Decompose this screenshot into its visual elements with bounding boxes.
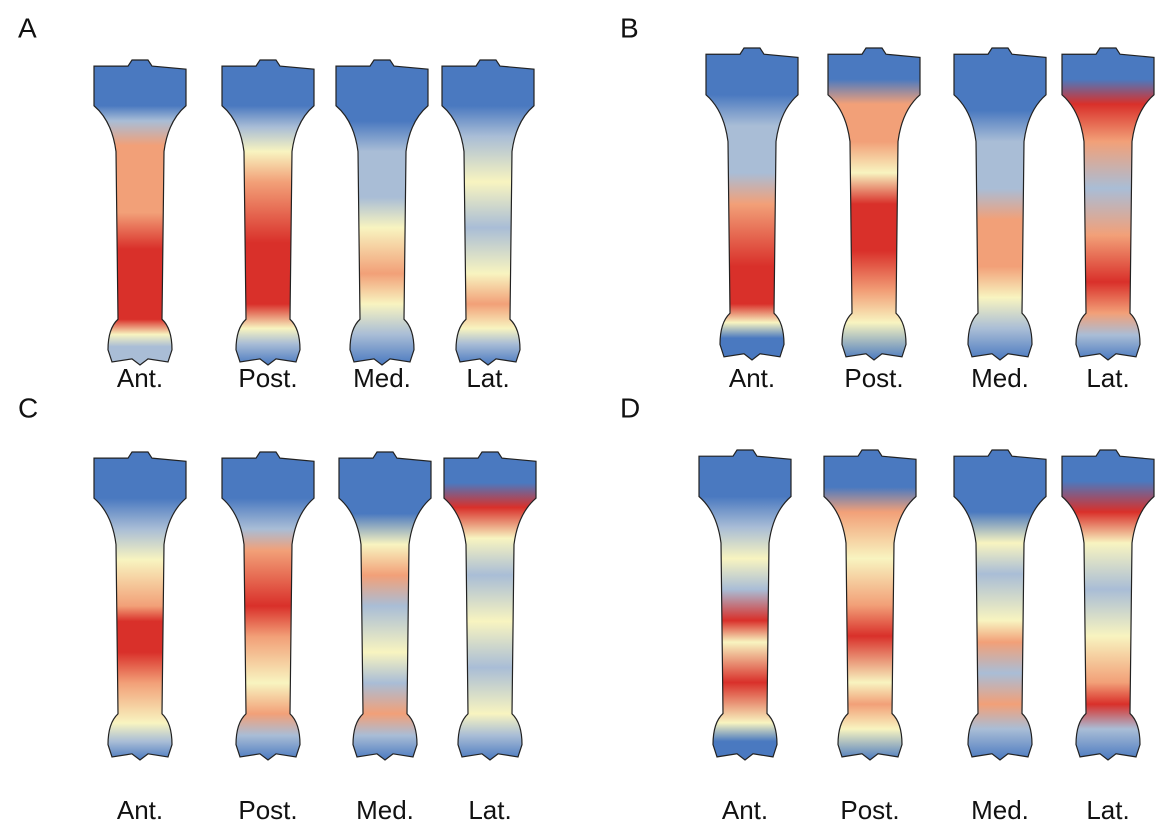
bone-heatmap [953, 449, 1047, 761]
panel-label: D [620, 392, 640, 423]
view-label: Ant. [722, 795, 768, 825]
view-label: Med. [356, 795, 414, 825]
view-label: Ant. [729, 363, 775, 393]
view-label: Ant. [117, 795, 163, 825]
view-label: Med. [971, 795, 1029, 825]
bone-heatmap [93, 451, 187, 761]
bone-heatmap [443, 451, 537, 761]
view-label: Med. [971, 363, 1029, 393]
view-label: Lat. [1086, 363, 1129, 393]
bone-heatmap [1061, 47, 1155, 361]
panel-label: A [18, 12, 37, 43]
view-label: Lat. [468, 795, 511, 825]
bone-heatmap [335, 59, 429, 366]
view-label: Post. [238, 795, 297, 825]
panel-label: C [18, 392, 38, 423]
panel-label: B [620, 12, 639, 43]
bone-heatmap [823, 449, 917, 761]
bone-heatmap [827, 47, 921, 361]
view-label: Post. [840, 795, 899, 825]
view-label: Med. [353, 363, 411, 393]
bone-heatmap [1061, 449, 1155, 761]
bone-heatmap [698, 449, 792, 761]
bone-heatmap [221, 59, 315, 366]
bone-heatmap [705, 47, 799, 361]
view-label: Lat. [466, 363, 509, 393]
bone-heatmap [93, 59, 187, 366]
bone-heatmap [441, 59, 535, 366]
bone-heatmap [338, 451, 432, 761]
view-label: Post. [238, 363, 297, 393]
bone-heatmap [953, 47, 1047, 361]
view-label: Post. [844, 363, 903, 393]
bone-heatmap [221, 451, 315, 761]
view-label: Lat. [1086, 795, 1129, 825]
view-label: Ant. [117, 363, 163, 393]
